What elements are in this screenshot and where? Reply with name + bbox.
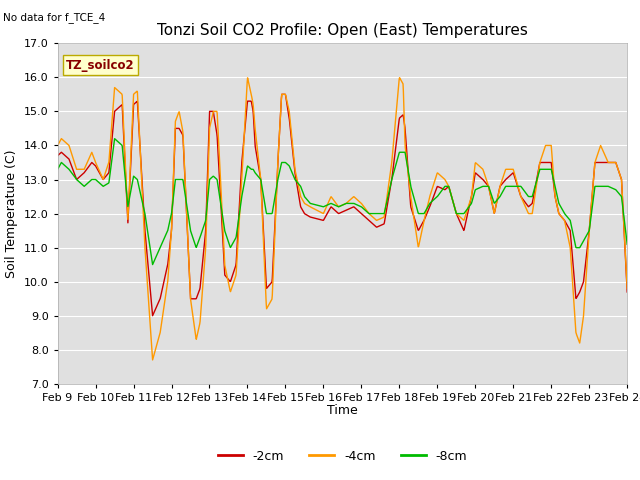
-8cm (98, 182, 106, 188)
-8cm (623, 241, 631, 247)
-2cm (318, 217, 326, 223)
Line: -4cm: -4cm (58, 78, 627, 360)
-8cm (379, 211, 387, 216)
-8cm (148, 262, 156, 267)
Line: -8cm: -8cm (58, 139, 627, 264)
-2cm (296, 200, 304, 206)
Legend: -2cm, -4cm, -8cm: -2cm, -4cm, -8cm (212, 445, 472, 468)
Text: No data for f_TCE_4: No data for f_TCE_4 (3, 12, 106, 23)
-8cm (54, 167, 61, 172)
-2cm (308, 215, 316, 220)
-4cm (148, 357, 156, 363)
-2cm (379, 222, 387, 228)
-4cm (98, 173, 106, 179)
-4cm (318, 210, 326, 216)
-2cm (278, 91, 285, 97)
-4cm (121, 151, 129, 157)
-8cm (111, 136, 118, 142)
-4cm (396, 75, 403, 81)
-2cm (98, 174, 106, 180)
-2cm (623, 289, 631, 295)
-4cm (378, 215, 386, 221)
-8cm (296, 183, 304, 189)
X-axis label: Time: Time (327, 405, 358, 418)
-2cm (121, 158, 129, 164)
-8cm (308, 201, 316, 207)
-8cm (318, 204, 326, 209)
Title: Tonzi Soil CO2 Profile: Open (East) Temperatures: Tonzi Soil CO2 Profile: Open (East) Temp… (157, 23, 528, 38)
Text: TZ_soilco2: TZ_soilco2 (66, 59, 135, 72)
-4cm (54, 143, 61, 148)
-4cm (623, 286, 631, 291)
-4cm (308, 204, 316, 210)
-2cm (54, 153, 61, 158)
Line: -2cm: -2cm (58, 94, 627, 316)
-2cm (148, 313, 156, 319)
-4cm (296, 189, 303, 195)
-8cm (122, 176, 129, 181)
Y-axis label: Soil Temperature (C): Soil Temperature (C) (5, 149, 19, 278)
